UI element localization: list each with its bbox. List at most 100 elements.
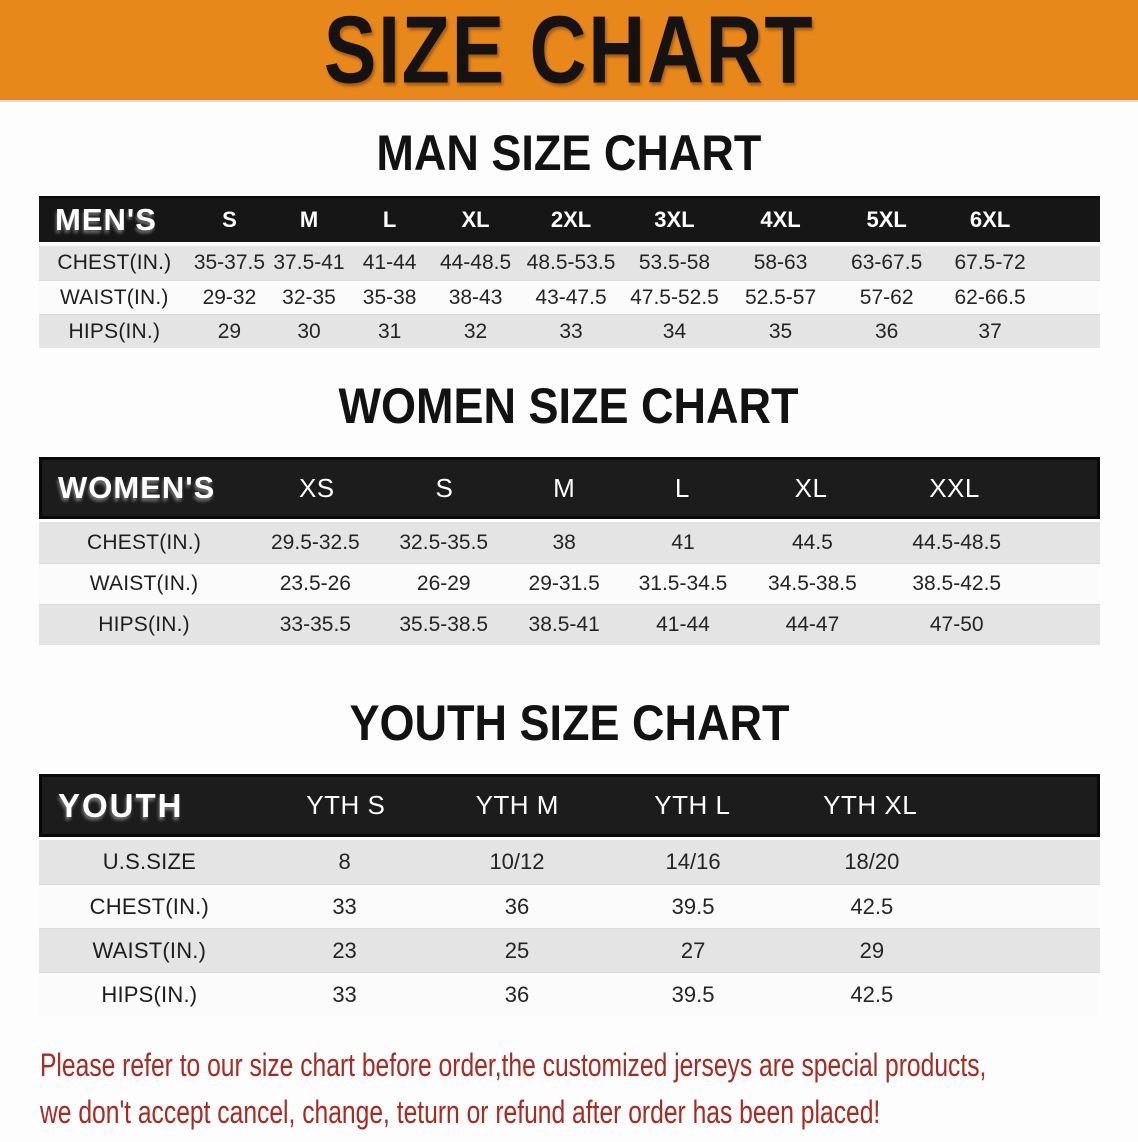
size-value: 44-48.5 <box>439 251 512 274</box>
size-value: 47-50 <box>929 613 984 636</box>
size-value: 38.5-41 <box>528 613 600 636</box>
size-value: 48.5-53.5 <box>526 251 616 274</box>
column-header: 3XL <box>654 207 695 232</box>
column-header: XL <box>461 207 490 232</box>
size-value: 44-47 <box>785 613 840 636</box>
size-value: 31 <box>377 319 402 343</box>
column-header: S <box>435 472 454 503</box>
size-value: 33 <box>332 893 357 919</box>
men-size-table: MEN'S S M L XL 2XL 3XL 4XL 5XL 6XL CHEST… <box>39 198 1100 348</box>
column-header: 5XL <box>866 207 907 232</box>
men-waist-row: WAIST(IN.) 29-32 32-35 35-38 38-43 43-47… <box>39 280 1100 314</box>
size-value: 33 <box>332 981 357 1007</box>
size-value: 39.5 <box>671 893 715 919</box>
banner-title: SIZE CHART <box>323 0 815 104</box>
row-label: U.S.SIZE <box>102 849 196 874</box>
row-label: WAIST(IN.) <box>89 572 199 595</box>
row-label: CHEST(IN.) <box>57 251 172 274</box>
size-value: 62-66.5 <box>954 285 1026 309</box>
column-header: M <box>553 472 576 503</box>
size-value: 38 <box>552 530 576 554</box>
size-value: 42.5 <box>850 981 894 1007</box>
size-value: 47.5-52.5 <box>630 285 719 309</box>
youth-section-heading-text: YOUTH SIZE CHART <box>348 695 790 751</box>
size-value: 29.5-32.5 <box>271 530 360 554</box>
size-value: 36 <box>874 319 899 343</box>
size-value: 32-35 <box>282 285 336 309</box>
men-table-header: MEN'S S M L XL 2XL 3XL 4XL 5XL 6XL <box>39 198 1100 242</box>
youth-table-header: YOUTH YTH S YTH M YTH L YTH XL <box>39 774 1100 837</box>
column-header: XXL <box>929 472 980 503</box>
size-value: 41 <box>671 530 695 554</box>
size-value: 41-44 <box>362 251 417 274</box>
size-value: 30 <box>297 319 321 343</box>
size-value: 23 <box>332 937 357 963</box>
size-value: 32.5-35.5 <box>399 530 489 554</box>
size-value: 35 <box>768 319 793 343</box>
size-value: 43-47.5 <box>535 285 607 309</box>
men-chest-row: CHEST(IN.) 35-37.5 37.5-41 41-44 44-48.5… <box>39 246 1100 280</box>
size-value: 53.5-58 <box>638 251 711 274</box>
size-value: 32 <box>463 319 488 343</box>
women-waist-row: WAIST(IN.) 23.5-26 26-29 29-31.5 31.5-34… <box>39 563 1100 604</box>
size-value: 34 <box>662 319 687 343</box>
size-value: 41-44 <box>656 613 710 636</box>
size-value: 27 <box>680 937 706 963</box>
men-section-heading-text: MAN SIZE CHART <box>376 125 762 181</box>
column-header: YTH XL <box>823 790 918 820</box>
size-value: 37.5-41 <box>273 251 345 274</box>
youth-section-heading: YOUTH SIZE CHART <box>0 697 1138 749</box>
youth-size-table: YOUTH YTH S YTH M YTH L YTH XL U.S.SIZE … <box>39 774 1100 1016</box>
size-value: 35-37.5 <box>193 251 266 274</box>
youth-chest-row: CHEST(IN.) 33 36 39.5 42.5 <box>39 884 1100 928</box>
men-section-heading: MAN SIZE CHART <box>0 127 1138 179</box>
women-section-heading: WOMEN SIZE CHART <box>0 380 1138 432</box>
size-value: 33 <box>559 319 583 343</box>
size-value: 31.5-34.5 <box>638 572 728 595</box>
size-value: 38-43 <box>448 285 503 309</box>
youth-waist-row: WAIST(IN.) 23 25 27 29 <box>39 928 1100 972</box>
size-value: 39.5 <box>671 981 715 1007</box>
row-label: HIPS(IN.) <box>68 319 161 343</box>
men-hips-row: HIPS(IN.) 29 30 31 32 33 34 35 36 37 <box>39 314 1100 348</box>
women-group-label: WOMEN'S <box>58 470 216 505</box>
women-section-heading-text: WOMEN SIZE CHART <box>339 378 799 434</box>
size-value: 36 <box>504 893 530 919</box>
size-value: 35-38 <box>362 285 417 309</box>
size-value: 18/20 <box>844 849 900 874</box>
column-header: 6XL <box>969 207 1011 232</box>
men-group-label: MEN'S <box>55 202 157 237</box>
column-header: YTH M <box>475 790 559 820</box>
column-header: L <box>382 207 397 232</box>
size-value: 44.5-48.5 <box>912 530 1002 554</box>
women-hips-row: HIPS(IN.) 33-35.5 35.5-38.5 38.5-41 41-4… <box>39 604 1100 645</box>
size-value: 8 <box>338 849 351 874</box>
size-value: 35.5-38.5 <box>399 613 489 636</box>
size-value: 29-31.5 <box>528 572 600 595</box>
size-value: 29 <box>859 937 885 963</box>
size-value: 42.5 <box>850 893 894 919</box>
size-value: 37 <box>978 319 1002 343</box>
row-label: CHEST(IN.) <box>87 530 202 554</box>
size-value: 29 <box>217 319 242 343</box>
women-size-table: WOMEN'S XS S M L XL XXL CHEST(IN.) 29.5-… <box>39 457 1100 645</box>
size-value: 33-35.5 <box>279 613 351 636</box>
size-value: 52.5-57 <box>744 285 817 309</box>
row-label: CHEST(IN.) <box>89 893 209 919</box>
row-label: WAIST(IN.) <box>60 285 169 309</box>
size-value: 34.5-38.5 <box>768 572 857 595</box>
row-label: HIPS(IN.) <box>101 981 198 1007</box>
youth-group-label: YOUTH <box>58 786 184 824</box>
column-header: XL <box>794 472 828 503</box>
size-value: 57-62 <box>859 285 914 309</box>
size-value: 67.5-72 <box>954 251 1026 274</box>
size-value: 14/16 <box>665 849 721 874</box>
size-value: 25 <box>504 937 530 963</box>
row-label: WAIST(IN.) <box>92 937 207 963</box>
women-chest-row: CHEST(IN.) 29.5-32.5 32.5-35.5 38 41 44.… <box>39 522 1100 563</box>
size-value: 58-63 <box>753 251 808 274</box>
column-header: M <box>299 207 319 232</box>
size-value: 36 <box>504 981 530 1007</box>
column-header: YTH S <box>306 790 386 820</box>
